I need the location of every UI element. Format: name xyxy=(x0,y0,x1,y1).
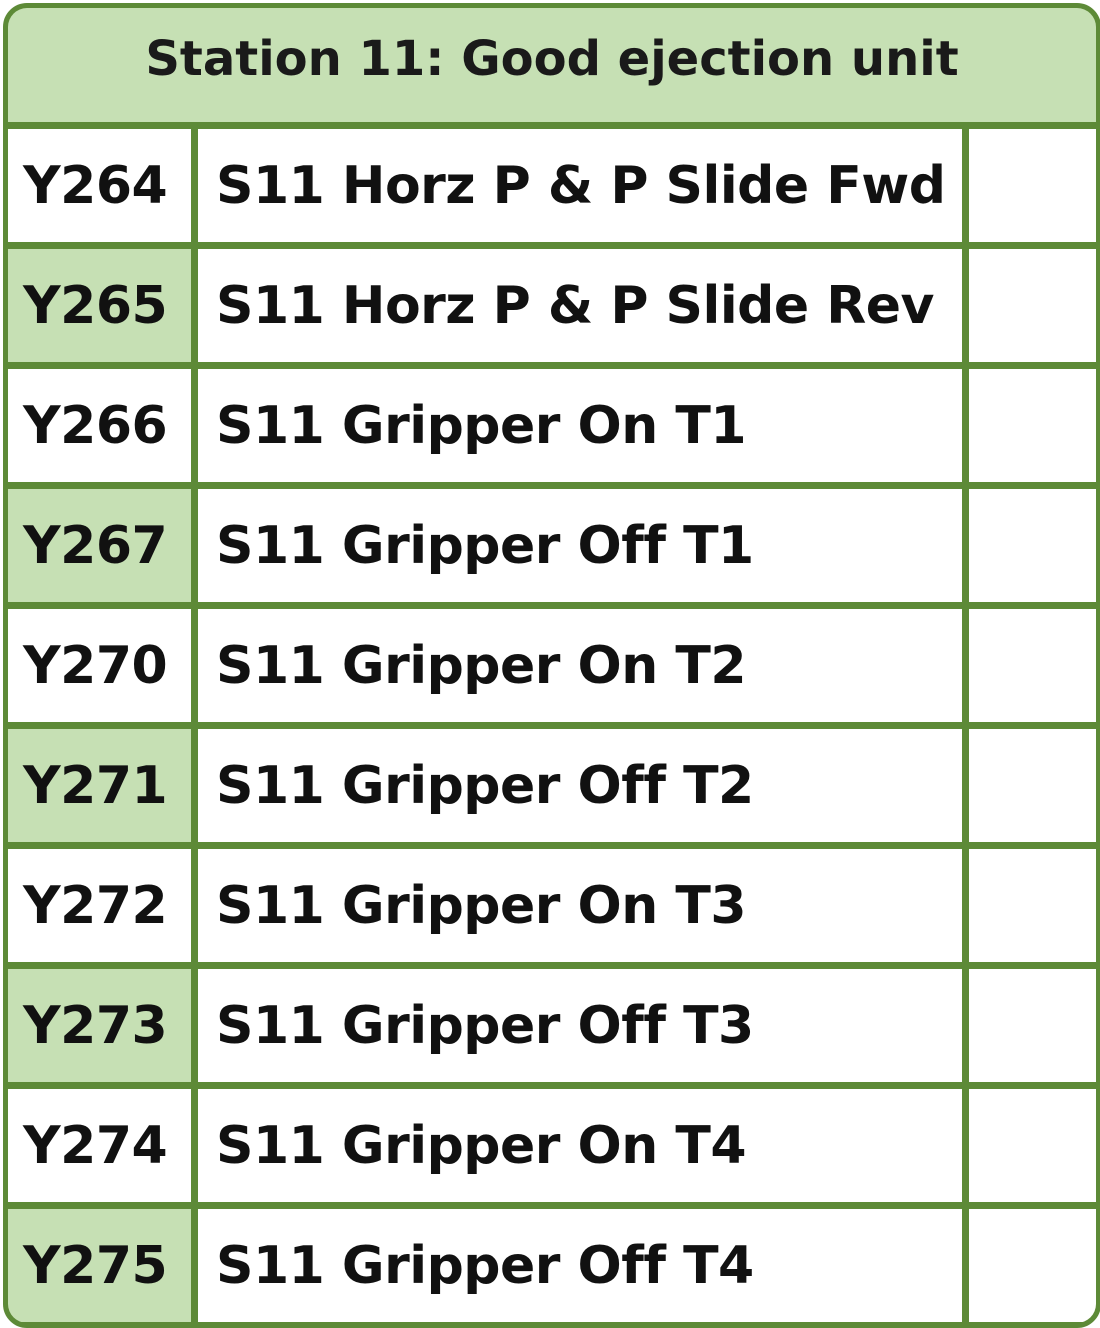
output-code: Y267 xyxy=(23,515,168,576)
output-code-cell: Y275 xyxy=(8,1209,191,1322)
table-row: Y267 S11 Gripper Off T1 xyxy=(8,489,1096,602)
blank-cell xyxy=(969,369,1096,482)
output-description: S11 Gripper On T4 xyxy=(216,1115,747,1176)
output-description-cell: S11 Gripper On T2 xyxy=(198,609,962,722)
output-description-cell: S11 Horz P & P Slide Fwd xyxy=(198,129,962,242)
io-table: Station 11: Good ejection unit Y264 S11 … xyxy=(3,3,1100,1328)
output-code-cell: Y265 xyxy=(8,249,191,362)
output-code: Y271 xyxy=(23,755,168,816)
output-code: Y264 xyxy=(23,155,168,216)
output-description-cell: S11 Gripper On T3 xyxy=(198,849,962,962)
output-code-cell: Y271 xyxy=(8,729,191,842)
output-code-cell: Y272 xyxy=(8,849,191,962)
table-row: Y275 S11 Gripper Off T4 xyxy=(8,1209,1096,1322)
table-row: Y271 S11 Gripper Off T2 xyxy=(8,729,1096,842)
table-row: Y274 S11 Gripper On T4 xyxy=(8,1089,1096,1202)
output-description-cell: S11 Horz P & P Slide Rev xyxy=(198,249,962,362)
output-code-cell: Y273 xyxy=(8,969,191,1082)
output-code: Y275 xyxy=(23,1235,168,1296)
output-description-cell: S11 Gripper Off T4 xyxy=(198,1209,962,1322)
output-code: Y265 xyxy=(23,275,168,336)
table-row: Y272 S11 Gripper On T3 xyxy=(8,849,1096,962)
blank-cell xyxy=(969,129,1096,242)
output-description: S11 Horz P & P Slide Fwd xyxy=(216,155,946,216)
output-description-cell: S11 Gripper Off T2 xyxy=(198,729,962,842)
output-description-cell: S11 Gripper On T1 xyxy=(198,369,962,482)
output-description: S11 Gripper Off T4 xyxy=(216,1235,754,1296)
blank-cell xyxy=(969,969,1096,1082)
output-description: S11 Gripper Off T1 xyxy=(216,515,754,576)
table-row: Y265 S11 Horz P & P Slide Rev xyxy=(8,249,1096,362)
output-description: S11 Gripper On T1 xyxy=(216,395,747,456)
output-code-cell: Y264 xyxy=(8,129,191,242)
output-description-cell: S11 Gripper Off T1 xyxy=(198,489,962,602)
output-description: S11 Gripper On T3 xyxy=(216,875,747,936)
blank-cell xyxy=(969,1209,1096,1322)
output-description: S11 Gripper On T2 xyxy=(216,635,747,696)
output-code: Y273 xyxy=(23,995,168,1056)
output-code: Y274 xyxy=(23,1115,168,1176)
output-code-cell: Y266 xyxy=(8,369,191,482)
table-row: Y264 S11 Horz P & P Slide Fwd xyxy=(8,129,1096,242)
output-description: S11 Gripper Off T3 xyxy=(216,995,754,1056)
output-description-cell: S11 Gripper Off T3 xyxy=(198,969,962,1082)
output-description: S11 Gripper Off T2 xyxy=(216,755,754,816)
table-row: Y266 S11 Gripper On T1 xyxy=(8,369,1096,482)
table-title: Station 11: Good ejection unit xyxy=(145,31,959,87)
blank-cell xyxy=(969,1089,1096,1202)
table-row: Y270 S11 Gripper On T2 xyxy=(8,609,1096,722)
table-title-bar: Station 11: Good ejection unit xyxy=(8,8,1096,122)
blank-cell xyxy=(969,729,1096,842)
blank-cell xyxy=(969,489,1096,602)
blank-cell xyxy=(969,249,1096,362)
output-code: Y266 xyxy=(23,395,168,456)
output-description: S11 Horz P & P Slide Rev xyxy=(216,275,934,336)
output-code-cell: Y267 xyxy=(8,489,191,602)
output-code: Y270 xyxy=(23,635,168,696)
output-description-cell: S11 Gripper On T4 xyxy=(198,1089,962,1202)
output-code: Y272 xyxy=(23,875,168,936)
output-code-cell: Y270 xyxy=(8,609,191,722)
table-row: Y273 S11 Gripper Off T3 xyxy=(8,969,1096,1082)
output-code-cell: Y274 xyxy=(8,1089,191,1202)
blank-cell xyxy=(969,849,1096,962)
blank-cell xyxy=(969,609,1096,722)
